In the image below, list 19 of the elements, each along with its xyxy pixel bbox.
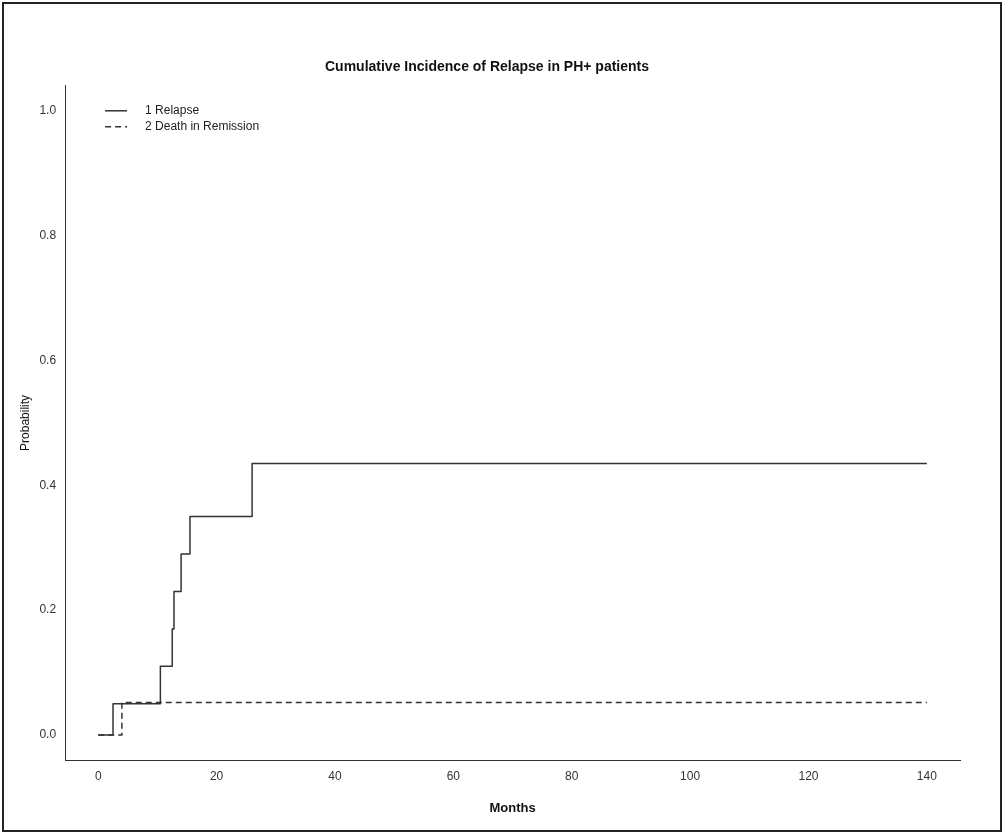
x-tick-label: 120 <box>798 768 819 783</box>
y-tick-label: 0.8 <box>39 227 57 242</box>
y-tick-label: 0.2 <box>39 602 57 617</box>
chart-title: Cumulative Incidence of Relapse in PH+ patients <box>324 58 650 75</box>
legend-label: 1 Relapse <box>145 103 200 118</box>
y-axis-title: Probability <box>17 394 32 451</box>
y-tick-label: 0.4 <box>39 477 57 492</box>
x-tick-label: 60 <box>446 768 461 783</box>
x-tick-label: 140 <box>916 768 938 783</box>
x-tick-label: 100 <box>680 768 701 783</box>
x-tick-label: 0 <box>94 768 102 783</box>
y-tick-label: 0.0 <box>39 727 57 742</box>
x-axis-title: Months <box>489 799 536 815</box>
x-tick-label: 40 <box>328 768 342 783</box>
legend-label: 2 Death in Remission <box>145 119 260 134</box>
x-tick-label: 80 <box>565 768 579 783</box>
y-tick-label: 0.6 <box>39 352 57 367</box>
x-tick-label: 20 <box>209 768 224 783</box>
y-tick-label: 1.0 <box>39 103 57 118</box>
